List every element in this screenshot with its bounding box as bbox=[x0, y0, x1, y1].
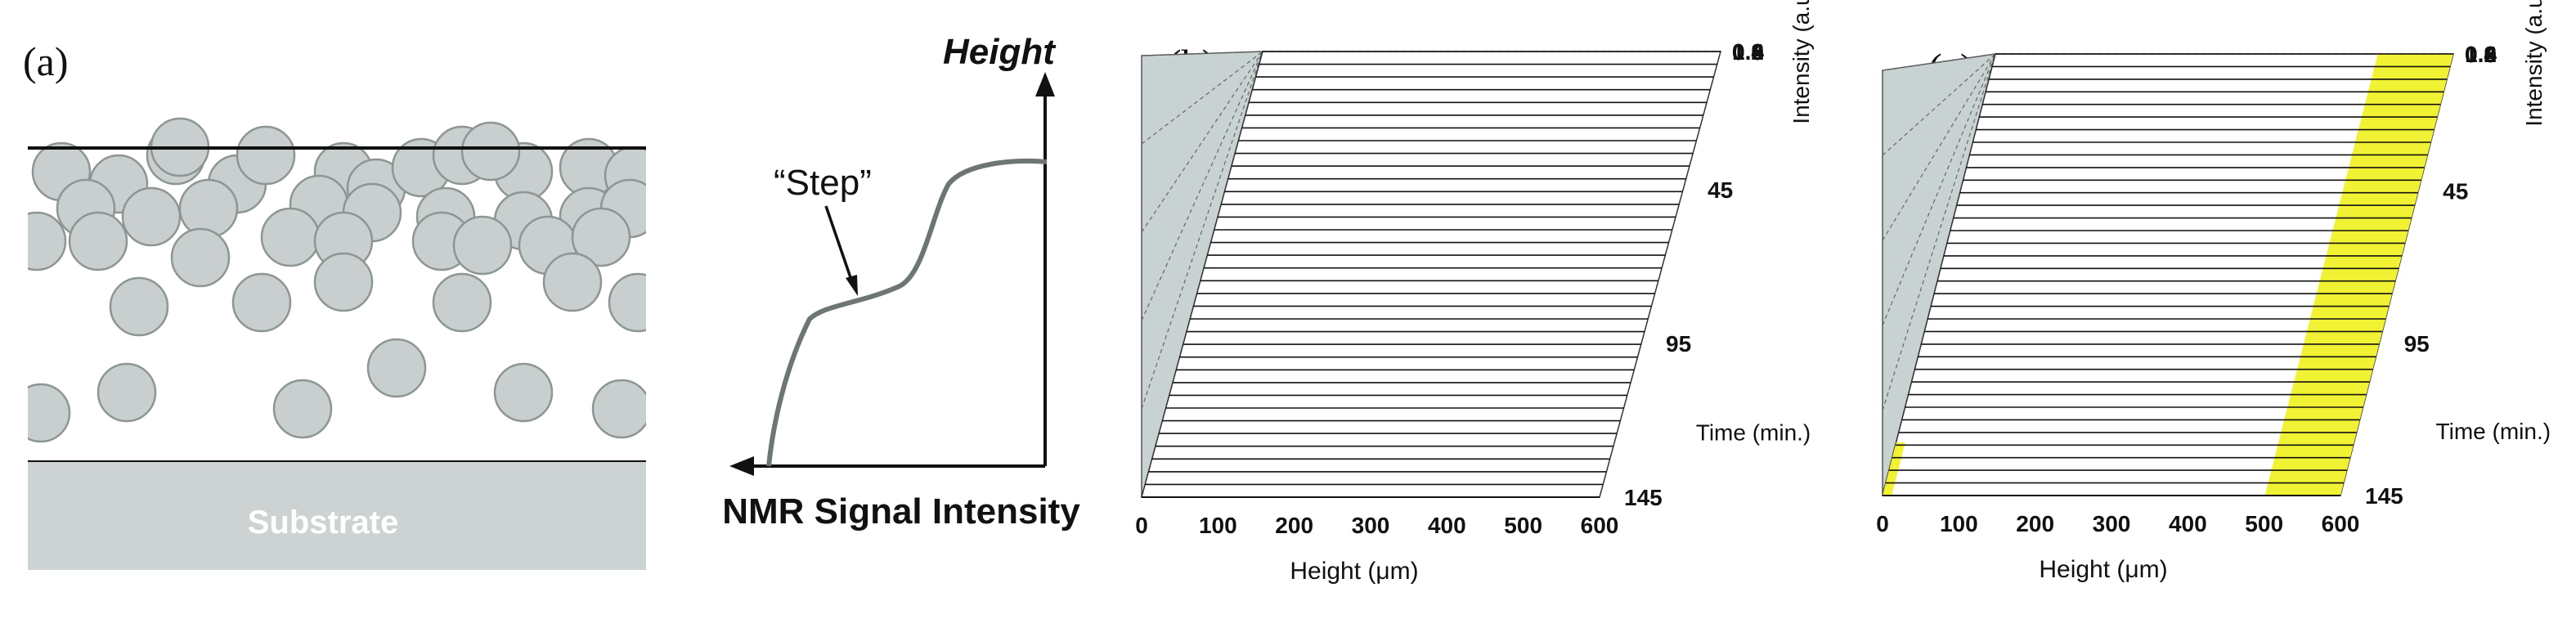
x-axis-title: Height (μm) bbox=[2039, 556, 2167, 583]
vertical-arrow-head bbox=[1035, 72, 1055, 96]
y-axis-title: Intensity (a.u.) bbox=[1788, 0, 1814, 124]
x-tick-label: 200 bbox=[1275, 513, 1313, 538]
nmr-schematic: Height “Step” NMR Signal Intensity bbox=[722, 32, 1080, 532]
time-axis-title: Time (min.) bbox=[1696, 420, 1811, 446]
horizontal-arrow-head bbox=[729, 456, 754, 476]
x-tick-label: 500 bbox=[2245, 511, 2283, 536]
y-tick-label: 0.8 bbox=[1732, 39, 1764, 65]
particle bbox=[571, 207, 631, 267]
time-axis-title: Time (min.) bbox=[2436, 419, 2551, 444]
y-tick-label: 0.2 bbox=[2465, 42, 2497, 67]
wall-gridline bbox=[1882, 53, 1996, 326]
y-tick-label: 0.6 bbox=[1732, 39, 1764, 65]
x-tick-label: 400 bbox=[2169, 511, 2207, 536]
particle bbox=[272, 379, 333, 439]
floor-highlight bbox=[2264, 54, 2453, 496]
wall-gridline bbox=[1141, 51, 1263, 145]
wall-gridline bbox=[1141, 51, 1263, 321]
y-tick-label: 0.8 bbox=[2465, 42, 2497, 67]
particle bbox=[432, 272, 492, 333]
wall-gridline bbox=[1882, 53, 1996, 156]
time-tick-label: 95 bbox=[1666, 331, 1691, 357]
x-axis-title: Height (μm) bbox=[1290, 558, 1418, 585]
y-tick-label: 1.0 bbox=[2465, 42, 2497, 67]
schematic-height-label: Height bbox=[943, 32, 1057, 72]
x-tick-label: 0 bbox=[1135, 513, 1148, 538]
particle-clip-right bbox=[646, 123, 695, 466]
x-tick-label: 100 bbox=[1940, 511, 1978, 536]
particle bbox=[591, 379, 652, 439]
y-axis-title: Intensity (a.u.) bbox=[2521, 0, 2547, 127]
x-tick-label: 400 bbox=[1428, 513, 1466, 538]
wall-gridline bbox=[1882, 53, 1996, 411]
schematic-xlabel: NMR Signal Intensity bbox=[722, 491, 1080, 532]
particle bbox=[170, 227, 231, 288]
particle bbox=[493, 362, 554, 423]
x-tick-label: 100 bbox=[1199, 513, 1237, 538]
y-tick-label: 0.0 bbox=[1732, 39, 1764, 65]
x-tick-label: 600 bbox=[2322, 511, 2360, 536]
panel-a: (a) Substrate bbox=[0, 38, 695, 570]
particle bbox=[121, 186, 182, 247]
y-tick-label: 0.4 bbox=[2465, 42, 2497, 67]
particle bbox=[236, 125, 296, 186]
wall-gridline bbox=[1141, 51, 1263, 410]
y-tick-label: 0.6 bbox=[2465, 42, 2497, 67]
x-tick-label: 500 bbox=[1504, 513, 1542, 538]
particle bbox=[109, 276, 169, 337]
wall-gridline bbox=[1141, 51, 1263, 56]
particle bbox=[231, 272, 292, 333]
particle bbox=[452, 215, 513, 276]
x-tick-label: 300 bbox=[1352, 513, 1390, 538]
step-arrow-line bbox=[824, 205, 855, 285]
particle bbox=[460, 121, 521, 182]
time-tick-label: 95 bbox=[2404, 331, 2430, 357]
time-tick-label: 145 bbox=[2365, 483, 2403, 509]
step-label: “Step” bbox=[774, 163, 872, 203]
y-tick-label: 0.0 bbox=[2465, 42, 2497, 67]
time-tick-label: 145 bbox=[1624, 485, 1663, 510]
step-arrow-head bbox=[846, 275, 858, 296]
particle bbox=[542, 252, 603, 312]
y-tick-label: 1.0 bbox=[1732, 39, 1764, 65]
particle bbox=[96, 362, 157, 423]
time-tick-label: 45 bbox=[2443, 179, 2468, 204]
particle bbox=[178, 178, 239, 239]
x-tick-label: 300 bbox=[2093, 511, 2131, 536]
particle bbox=[68, 211, 128, 271]
time-tick-label: 45 bbox=[1708, 177, 1733, 203]
y-tick-label: 0.2 bbox=[1732, 39, 1764, 65]
nmr-profile-curve bbox=[766, 158, 1048, 467]
x-tick-label: 200 bbox=[2016, 511, 2054, 536]
particle bbox=[260, 207, 321, 267]
particle bbox=[366, 338, 427, 398]
x-tick-label: 600 bbox=[1581, 513, 1619, 538]
substrate-label: Substrate bbox=[248, 505, 399, 541]
x-tick-label: 0 bbox=[1876, 511, 1889, 536]
substrate bbox=[28, 462, 646, 570]
particle-layer bbox=[0, 117, 695, 466]
y-tick-label: 0.4 bbox=[1732, 39, 1764, 65]
particle bbox=[313, 252, 374, 312]
panel-a-label: (a) bbox=[23, 38, 69, 84]
particle-clip-left bbox=[0, 123, 28, 466]
